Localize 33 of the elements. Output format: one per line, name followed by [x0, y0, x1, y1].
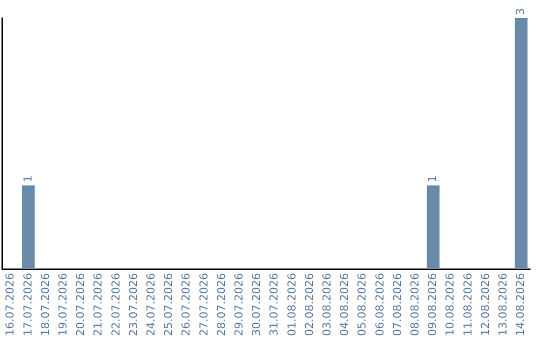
x-tick-label: 14.08.2026 [514, 273, 528, 336]
x-tick-label: 29.07.2026 [232, 273, 246, 336]
x-tick-label: 05.08.2026 [356, 273, 369, 336]
x-tick-label: 19.07.2026 [56, 273, 70, 336]
data-label: 3 [514, 8, 528, 15]
x-tick-label: 21.07.2026 [92, 273, 105, 336]
data-label: 1 [426, 175, 440, 182]
x-tick-label: 20.07.2026 [74, 273, 88, 336]
x-tick-label: 07.08.2026 [390, 273, 404, 336]
x-tick-label: 28.07.2026 [214, 273, 228, 336]
x-tick-label: 11.08.2026 [461, 273, 474, 336]
x-tick-label: 24.07.2026 [144, 273, 158, 336]
x-tick-label: 12.08.2026 [478, 273, 492, 336]
x-tick-label: 08.08.2026 [408, 273, 422, 336]
x-tick-label: 23.07.2026 [126, 273, 140, 336]
x-tick-label: 18.07.2026 [38, 273, 52, 336]
x-tick-label: 22.07.2026 [109, 273, 122, 336]
x-tick-label: 10.08.2026 [444, 273, 457, 336]
x-tick-label: 16.07.2026 [4, 273, 17, 336]
x-tick-label: 25.07.2026 [162, 273, 176, 336]
x-tick-label: 09.08.2026 [426, 273, 440, 336]
data-label: 1 [21, 175, 34, 182]
x-tick-label: 02.08.2026 [302, 273, 316, 336]
x-tick-label: 04.08.2026 [338, 273, 352, 336]
x-tick-label: 26.07.2026 [180, 273, 193, 336]
x-tick-label: 27.07.2026 [197, 273, 210, 336]
x-tick-label: 17.07.2026 [21, 273, 34, 336]
x-tick-label: 06.08.2026 [373, 273, 386, 336]
x-tick-label: 30.07.2026 [250, 273, 264, 336]
x-tick-label: 03.08.2026 [320, 273, 334, 336]
x-tick-label: 01.08.2026 [285, 273, 298, 336]
x-tick-label: 13.08.2026 [496, 273, 510, 336]
x-tick-label: 31.07.2026 [268, 273, 281, 336]
